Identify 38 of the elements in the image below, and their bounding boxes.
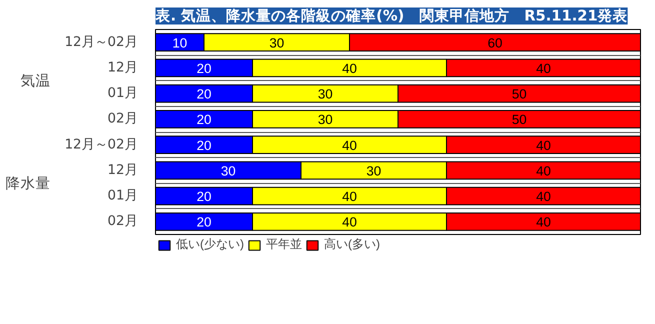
data-label: 30 [318,86,333,102]
data-label: 30 [318,112,333,128]
data-label: 40 [536,189,551,204]
data-label: 20 [196,112,212,128]
data-label: 20 [196,138,212,153]
data-label: 60 [488,35,502,50]
data-label: 20 [196,60,212,76]
data-label: 40 [342,214,357,230]
legend-label: 平年並 [266,236,302,253]
text: 気温 [20,72,50,90]
data-label: 20 [196,214,212,230]
data-label: 30 [269,35,284,50]
y-tick-label: 12月 [108,162,138,178]
y-tick-label: 02月 [108,214,138,230]
y-tick-label: 02月 [108,112,138,127]
data-label: 20 [196,86,212,102]
data-label: 30 [366,163,382,178]
y-tick-label: 01月 [108,86,138,102]
y-tick-label: 12月～02月 [64,137,138,152]
data-label: 40 [342,60,357,76]
data-label: 40 [536,138,551,153]
data-label: 10 [172,35,188,50]
data-label: 50 [512,112,527,128]
y-tick-label: 12月～02月 [64,34,138,50]
y-tick-label: 12月 [108,60,138,76]
data-label: 40 [536,60,551,76]
y-tick-label: 01月 [108,188,138,204]
data-label: 30 [220,163,236,178]
data-label: 40 [536,214,551,230]
data-label: 40 [536,163,551,178]
legend-label: 高い(多い) [324,236,380,253]
data-label: 20 [196,189,212,204]
data-label: 40 [342,189,357,204]
legend-label: 低い(少ない) [176,236,244,253]
text: 降水量 [6,174,50,192]
chart-title: 表. 気温、降水量の各階級の確率(%) 関東甲信地方 R5.11.21発表 [154,6,629,24]
data-label: 50 [512,86,527,102]
data-label: 40 [342,138,357,153]
